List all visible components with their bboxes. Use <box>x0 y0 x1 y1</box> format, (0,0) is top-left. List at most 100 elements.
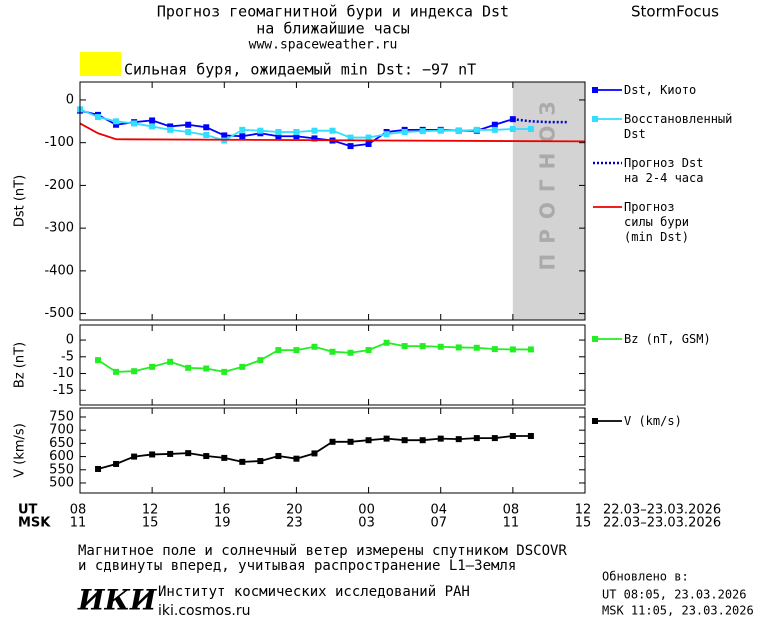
y-tick-label: -5 <box>61 349 74 364</box>
note: и сдвинуты вперед, учитывая распростране… <box>78 558 516 574</box>
y-tick-label: 550 <box>49 462 74 477</box>
point <box>239 133 246 140</box>
point <box>419 128 426 135</box>
subtitle: на ближайшие часы <box>256 20 410 38</box>
point <box>203 124 210 131</box>
institute: Институт космических исследований РАН <box>158 584 470 600</box>
note: Магнитное поле и солнечный ветер измерен… <box>78 543 567 559</box>
point <box>167 358 174 365</box>
updated: Обновлено в: <box>602 570 689 584</box>
point <box>473 435 480 442</box>
logo: ИКИ <box>77 584 158 617</box>
point <box>365 134 372 141</box>
point <box>131 120 138 127</box>
x-tick-label: 15 <box>575 516 592 531</box>
point <box>311 127 318 134</box>
storm-box <box>80 52 121 76</box>
point <box>347 134 354 141</box>
point <box>419 437 426 444</box>
plot-frame <box>79 81 586 321</box>
y-tick-label: 650 <box>49 436 74 451</box>
plot-frame <box>79 324 586 406</box>
point <box>509 432 516 439</box>
x-tick-label: 00 <box>358 503 375 518</box>
y-axis-label: Dst (nT) <box>13 175 28 227</box>
point <box>131 368 138 375</box>
legend-marker <box>592 116 598 122</box>
legend-marker <box>592 87 598 93</box>
point <box>383 131 390 138</box>
x-range-label: 22.03–23.03.2026 <box>603 516 721 531</box>
point <box>275 128 282 135</box>
point <box>221 368 228 375</box>
point <box>527 346 534 353</box>
point <box>491 435 498 442</box>
url: www.spaceweather.ru <box>249 38 398 53</box>
x-tick-label: 07 <box>430 516 447 531</box>
y-tick-label: 700 <box>49 423 74 438</box>
forecast-label: ПРОГНОЗ <box>535 91 559 270</box>
y-axis-label: Bz (nT) <box>13 342 28 388</box>
point <box>527 126 534 133</box>
point <box>257 458 264 465</box>
point <box>149 117 156 124</box>
legend-entry: Восстановленный Dst <box>624 112 733 141</box>
y-tick-label: -400 <box>44 263 74 278</box>
y-tick-label: 0 <box>66 333 74 348</box>
point <box>113 118 120 125</box>
point <box>113 460 120 467</box>
point <box>275 347 282 354</box>
legend-entry: Bz (nT, GSM) <box>624 332 711 346</box>
point <box>311 450 318 457</box>
point <box>293 133 300 140</box>
point <box>329 348 336 355</box>
updated: MSK 11:05, 23.03.2026 <box>602 604 754 618</box>
point <box>437 343 444 350</box>
point <box>527 432 534 439</box>
x-tick-label: 11 <box>70 516 87 531</box>
x-range-label: 22.03–23.03.2026 <box>603 503 721 518</box>
x-tick-label: 16 <box>214 503 231 518</box>
point <box>149 363 156 370</box>
y-tick-label: -100 <box>44 135 74 150</box>
y-tick-label: -500 <box>44 306 74 321</box>
title: Прогноз геомагнитной бури и индекса Dst <box>157 3 509 21</box>
series-line <box>79 108 531 142</box>
point <box>347 349 354 356</box>
point <box>203 131 210 138</box>
legend-entry: Прогноз Dst на 2-4 часа <box>624 156 704 185</box>
legend-marker <box>592 336 598 342</box>
updated: UT 08:05, 23.03.2026 <box>602 588 747 602</box>
point <box>401 437 408 444</box>
point <box>95 114 102 121</box>
x-tick-label: 15 <box>142 516 159 531</box>
plot-area <box>80 82 585 320</box>
point <box>437 435 444 442</box>
point <box>257 127 264 134</box>
point <box>509 126 516 133</box>
point <box>113 368 120 375</box>
point <box>185 364 192 371</box>
point <box>383 435 390 442</box>
x-tick-label: 20 <box>286 503 303 518</box>
point <box>293 128 300 135</box>
point <box>329 438 336 445</box>
point <box>401 343 408 350</box>
point <box>347 143 354 150</box>
point <box>149 451 156 458</box>
point <box>239 458 246 465</box>
y-tick-label: 0 <box>66 92 74 107</box>
point <box>95 465 102 472</box>
point <box>491 346 498 353</box>
point <box>311 135 318 142</box>
point <box>95 357 102 364</box>
point <box>185 121 192 128</box>
site: iki.cosmos.ru <box>158 603 250 619</box>
legend-entry: V (km/s) <box>624 414 682 428</box>
y-axis-label: V (km/s) <box>13 423 28 478</box>
point <box>167 126 174 133</box>
point <box>113 121 120 128</box>
x-tick-label: 08 <box>70 503 87 518</box>
point <box>455 436 462 443</box>
